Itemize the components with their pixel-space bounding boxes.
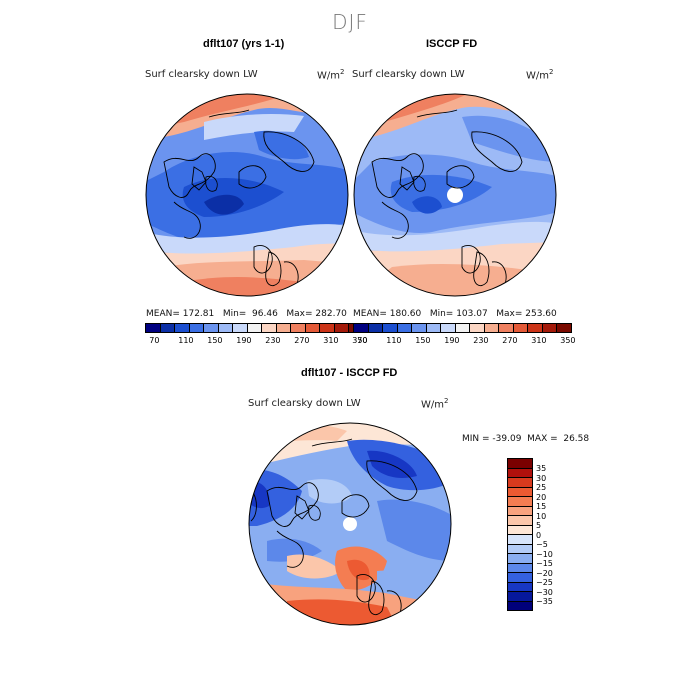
colorbar-swatch — [290, 323, 306, 333]
panel-2-unit: W/m2 — [526, 68, 554, 82]
colorbar-tick-label: 70 — [149, 336, 160, 345]
colorbar-tick-label: 310 — [531, 336, 547, 345]
panel-1-stats: MEAN= 172.81 Min= 96.46 Max= 282.70 — [146, 309, 347, 319]
colorbar-swatch — [145, 323, 161, 333]
colorbar-tick-label: 350 — [560, 336, 576, 345]
panel-2-title: ISCCP FD — [426, 38, 478, 50]
figure-title: DJF — [332, 10, 368, 34]
colorbar-swatch — [319, 323, 335, 333]
colorbar-swatch — [382, 323, 398, 333]
colorbar-tick-label: 230 — [265, 336, 281, 345]
colorbar-swatch — [396, 323, 412, 333]
colorbar-label: −20 — [536, 568, 553, 578]
colorbar-swatch — [188, 323, 204, 333]
colorbar-swatch — [556, 323, 572, 333]
panel-1-title: dflt107 (yrs 1-1) — [203, 38, 285, 50]
colorbar-label: −5 — [536, 540, 548, 549]
panel-3-stats: MIN = -39.09 MAX = 26.58 — [462, 434, 590, 444]
colorbar-label: −15 — [536, 559, 553, 568]
colorbar-swatch — [217, 323, 233, 333]
panel-1-variable: Surf clearsky down LW — [145, 69, 258, 80]
panel-2-variable: Surf clearsky down LW — [352, 69, 465, 80]
colorbar-swatch — [203, 323, 219, 333]
panel-3-title: dflt107 - ISCCP FD — [301, 367, 398, 379]
map-panel-3 — [248, 422, 452, 626]
colorbar-label: 35 — [536, 464, 547, 473]
colorbar-swatch — [232, 323, 248, 333]
colorbar-tick-label: 150 — [207, 336, 223, 345]
map-panel-2 — [353, 93, 557, 297]
colorbar-tick-label: 230 — [473, 336, 489, 345]
colorbar-swatch — [454, 323, 470, 333]
colorbar-tick-label: 310 — [323, 336, 339, 345]
colorbar-swatch — [353, 323, 369, 333]
colorbar-tick-label: 110 — [178, 336, 194, 345]
colorbar-label: −30 — [536, 587, 553, 597]
colorbar-panel-3 — [507, 458, 533, 611]
colorbar-label: −25 — [536, 578, 553, 587]
colorbar-tick-label: 190 — [444, 336, 460, 345]
colorbar-swatch — [440, 323, 456, 333]
panel-1-unit: W/m2 — [317, 68, 345, 82]
colorbar-tick-label: 150 — [415, 336, 431, 345]
colorbar-label: 5 — [536, 521, 542, 530]
colorbar-swatch — [469, 323, 485, 333]
colorbar-swatch — [541, 323, 557, 333]
colorbar-tick-label: 190 — [236, 336, 252, 345]
colorbar-swatch — [261, 323, 277, 333]
colorbar-swatch — [275, 323, 291, 333]
colorbar-label: 30 — [536, 473, 547, 483]
colorbar-swatch — [246, 323, 262, 333]
colorbar-swatch — [304, 323, 320, 333]
colorbar-label: −10 — [536, 549, 553, 559]
panel-3-variable: Surf clearsky down LW — [248, 398, 361, 409]
colorbar-panel-1-ticks: 70 110 150 190 230 270 310 350 — [146, 336, 367, 348]
colorbar-swatch — [425, 323, 441, 333]
colorbar-tick-label: 270 — [294, 336, 310, 345]
colorbar-label: −35 — [536, 597, 553, 606]
colorbar-tick-label: 110 — [386, 336, 402, 345]
colorbar-label: 20 — [536, 492, 547, 502]
colorbar-swatch — [527, 323, 543, 333]
colorbar-label: 15 — [536, 502, 547, 511]
colorbar-label: 0 — [536, 530, 542, 540]
colorbar-tick-label: 350 — [352, 336, 368, 345]
colorbar-swatch — [411, 323, 427, 333]
colorbar-swatch — [512, 323, 528, 333]
panel-2-stats: MEAN= 180.60 Min= 103.07 Max= 253.60 — [353, 309, 557, 319]
colorbar-panel-2-ticks: 70 110 150 190 230 270 310 350 — [354, 336, 575, 348]
colorbar-swatch — [159, 323, 175, 333]
colorbar-tick-label: 270 — [502, 336, 518, 345]
map-panel-1 — [145, 93, 349, 297]
panel-3-unit: W/m2 — [421, 397, 449, 411]
colorbar-panel-2 — [353, 323, 572, 333]
colorbar-swatch — [367, 323, 383, 333]
colorbar-label: 25 — [536, 483, 547, 492]
colorbar-tick-label: 70 — [357, 336, 368, 345]
colorbar-swatch — [174, 323, 190, 333]
colorbar-swatch — [483, 323, 499, 333]
colorbar-swatch — [498, 323, 514, 333]
colorbar-swatch — [507, 600, 533, 611]
colorbar-panel-3-labels: 35 30 25 20 15 10 5 0 −5 −10 −15 −20 −25 −30 −35 — [536, 459, 566, 629]
colorbar-swatch — [333, 323, 349, 333]
colorbar-panel-1 — [145, 323, 364, 333]
colorbar-label: 10 — [536, 511, 547, 521]
